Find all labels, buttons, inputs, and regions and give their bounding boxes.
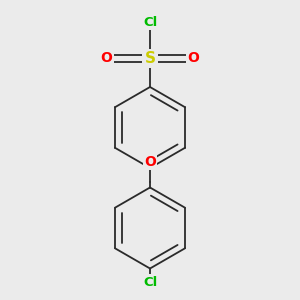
Text: O: O	[100, 52, 112, 65]
Text: O: O	[188, 52, 200, 65]
Text: Cl: Cl	[143, 275, 157, 289]
Text: O: O	[144, 155, 156, 169]
Text: Cl: Cl	[143, 16, 157, 29]
Text: S: S	[145, 51, 155, 66]
